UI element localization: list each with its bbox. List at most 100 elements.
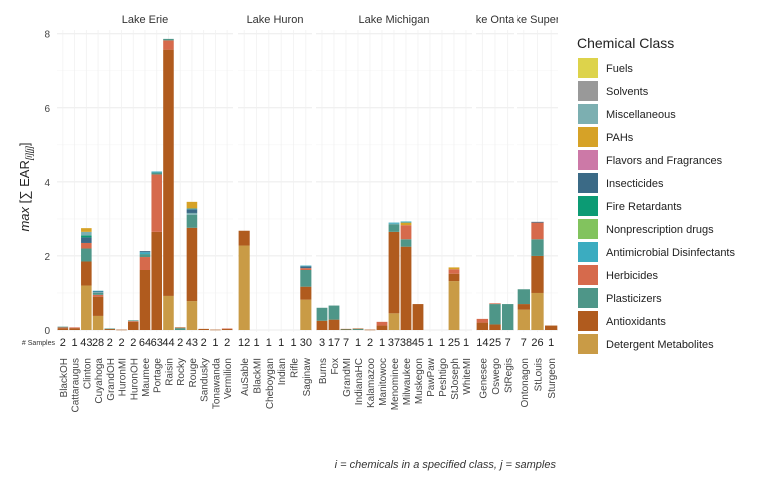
bar-segment [545,325,558,330]
bar-segment [81,261,92,286]
bar-segment [57,326,69,328]
sample-count: 1 [212,337,218,349]
sample-count: 2 [201,337,207,349]
bar-segment [69,327,80,329]
bar-segment [92,296,104,316]
bar-segment [476,318,489,323]
bar-segment [364,329,376,331]
site-label: Sturgeon [547,358,558,399]
legend-swatch [578,311,598,331]
site-label: Manitowoc [378,358,389,406]
bar-segment [352,328,364,330]
bar-segment [376,321,388,326]
sample-count: 2 [224,337,230,349]
sample-count: 2 [107,337,113,349]
y-tick-label: 8 [44,30,50,41]
sample-count: 25 [489,337,501,349]
site-label: Oswego [491,358,502,395]
bar-segment [340,328,352,330]
site-label: Menominee [390,358,401,411]
legend-label: Fire Retardants [606,201,682,213]
bar-segment [517,304,530,310]
sample-count: 2 [367,337,373,349]
facet-title: Lake Ontario [464,14,527,26]
bar-segment [388,231,400,314]
bar-segment [300,299,312,330]
site-label: Kalamazoo [366,358,377,408]
sample-count: 1 [463,337,469,349]
sample-count: 1 [266,337,272,349]
bar-segment [238,245,250,330]
y-axis-title: max [∑ EAR[i][j]] [17,142,34,231]
site-label: Rifle [290,358,301,378]
site-label: IndianaHC [354,358,365,405]
bar-segment [300,286,312,300]
legend-label: PAHs [606,132,634,144]
site-label: Fox [330,358,341,375]
site-label: GrandMI [342,358,353,397]
bar-segment [412,304,424,330]
bar-segment [316,320,328,330]
legend-label: Flavors and Fragrances [606,155,723,167]
site-label: AuSable [240,358,251,396]
bar-segment [531,239,544,256]
facet-title: Lake Erie [122,14,168,26]
bar-segment [151,231,163,330]
bar-segment [448,267,460,270]
sample-count: 2 [130,337,136,349]
bar-segment [163,49,174,296]
bar-segment [489,304,501,325]
site-label: Burns [318,358,329,384]
legend-swatch [578,196,598,216]
bar-segment [221,328,233,330]
bar-segment [139,270,151,330]
bar-segment [139,257,151,270]
bar-segment [448,281,460,330]
bar-segment [400,225,412,240]
sample-count: 63 [151,337,163,349]
site-label: HuronOH [129,358,140,400]
legend-swatch [578,288,598,308]
legend-label: Miscellaneous [606,109,676,121]
legend-swatch [578,104,598,124]
sample-count: 30 [300,337,312,349]
bar-segment [210,329,221,331]
bar-segment [186,214,198,228]
site-label: StLouis [534,358,545,391]
bar-segment [476,322,489,330]
site-label: Indian [277,358,288,385]
bar-segment [238,230,250,246]
bar-segment [300,270,312,287]
bar-segment [57,328,69,330]
site-label: StRegis [504,358,515,393]
bar-segment [300,268,312,270]
bar-segment [163,38,174,41]
legend-label: Fuels [606,63,633,75]
bar-segment [81,235,92,238]
sample-count: 38 [400,337,412,349]
bar-segment [81,231,92,236]
bar-segment [400,246,412,330]
bar-segment [139,254,151,258]
sample-count: 2 [177,337,183,349]
bar-segment [174,328,186,330]
legend-swatch [578,150,598,170]
legend-swatch [578,219,598,239]
sample-count: 7 [343,337,349,349]
site-label: PawPaw [426,357,437,397]
facet-panel: Lake Michigan3Burns17Fox7GrandMI1Indiana… [316,14,473,410]
sample-count: 12 [238,337,250,349]
legend-title: Chemical Class [577,35,674,51]
bar-segment [139,252,151,255]
legend-label: Plasticizers [606,293,662,305]
legend: Chemical Class Fuels Solvents Miscellaneous… [577,35,735,354]
bar-segment [163,40,174,50]
legend-swatch [578,58,598,78]
sample-count: 2 [118,337,124,349]
site-label: Vermilion [223,358,234,399]
site-label: BlackMI [253,358,264,394]
site-label: Clinton [82,358,93,389]
sample-count: 37 [388,337,400,349]
